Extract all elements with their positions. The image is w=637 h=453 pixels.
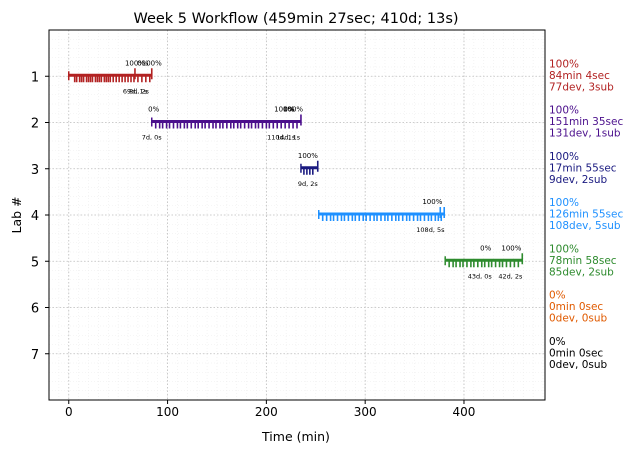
lane-5-summary-line: 100%	[549, 243, 579, 255]
lane-3-pct-label: 100%	[298, 152, 318, 160]
y-tick-label: 7	[31, 348, 39, 363]
lane-1-sub-label: 69d, 1s	[123, 87, 148, 95]
x-tick-label: 200	[255, 405, 278, 419]
lane-5-pct-label: 100%	[501, 244, 521, 252]
lane-4-summary-line: 108dev, 5sub	[549, 220, 621, 232]
lane-2-sub-label: 14d, 1s	[276, 134, 301, 142]
lane-2-pct-label: 0%	[284, 106, 295, 114]
lane-2-summary-line: 151min 35sec	[549, 116, 623, 128]
lane-1-pct-label: 100%	[125, 59, 145, 67]
lane-1-sub-label: 8d, 2s	[129, 87, 150, 95]
chart-title: Week 5 Workflow (459min 27sec; 410d; 13s…	[133, 11, 458, 27]
lane-1-summary-line: 100%	[549, 58, 579, 70]
lane-2-sub-label: 110d, 1s	[267, 134, 296, 142]
lane-6-summary-line: 0dev, 0sub	[549, 313, 608, 325]
lane-2-pct-label: 100%	[283, 106, 303, 114]
lane-4-sub-label: 108d, 5s	[416, 226, 445, 234]
lane-5-sub-label: 42d, 2s	[498, 272, 523, 280]
lane-3-summary-line: 9dev, 2sub	[549, 174, 608, 186]
x-tick-label: 400	[453, 405, 476, 419]
lane-7-summary-line: 0%	[549, 336, 566, 348]
lane-2-summary-line: 100%	[549, 105, 579, 117]
lane-5-summary-line: 78min 58sec	[549, 255, 617, 267]
lane-1-pct-label: 100%	[142, 59, 162, 67]
lane-5-pct-label: 0%	[480, 244, 491, 252]
lane-6-summary-line: 0min 0sec	[549, 301, 603, 313]
lane-1-summary-line: 77dev, 3sub	[549, 81, 614, 93]
lane-7-summary-line: 0dev, 0sub	[549, 359, 608, 371]
y-tick-label: 3	[31, 163, 39, 178]
y-tick-label: 5	[31, 255, 39, 270]
x-tick-label: 100	[156, 405, 179, 419]
y-axis-label: Lab #	[9, 196, 24, 233]
lane-2-pct-label: 0%	[148, 106, 159, 114]
x-axis-label: Time (min)	[261, 429, 330, 444]
lane-1-summary-line: 84min 4sec	[549, 70, 610, 82]
lane-2-sub-label: 7d, 0s	[142, 134, 163, 142]
lane-3-sub-label: 9d, 2s	[298, 180, 319, 188]
lane-4-summary-line: 126min 55sec	[549, 209, 623, 221]
x-tick-label: 300	[354, 405, 377, 419]
lane-5-summary-line: 85dev, 2sub	[549, 266, 614, 278]
lane-5-sub-label: 43d, 0s	[468, 272, 493, 280]
y-tick-label: 4	[31, 209, 39, 224]
y-tick-label: 2	[31, 117, 39, 132]
x-tick-label: 0	[65, 405, 73, 419]
lane-7-summary-line: 0min 0sec	[549, 347, 603, 359]
y-tick-label: 6	[31, 302, 39, 317]
y-tick-label: 1	[31, 70, 39, 85]
lane-1-pct-label: 0%	[137, 59, 148, 67]
lane-3-summary-line: 100%	[549, 151, 579, 163]
lane-6-summary-line: 0%	[549, 290, 566, 302]
lane-2-pct-label: 100%	[274, 106, 294, 114]
lane-2-summary-line: 131dev, 1sub	[549, 128, 621, 140]
lane-3-summary-line: 17min 55sec	[549, 162, 617, 174]
lane-4-pct-label: 100%	[422, 198, 442, 206]
lane-4-summary-line: 100%	[549, 197, 579, 209]
